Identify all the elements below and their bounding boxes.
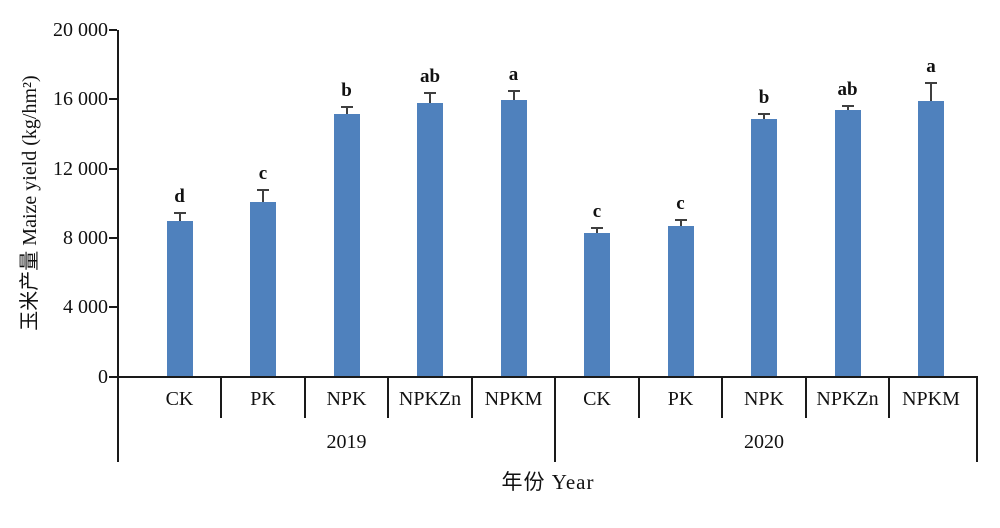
error-bar-cap (173, 211, 186, 214)
y-tick-mark (109, 167, 117, 170)
error-bar-cap (758, 113, 770, 116)
x-axis-title: 年份 Year (501, 470, 595, 494)
y-tick-mark (109, 29, 117, 31)
sig-letter: d (174, 185, 185, 207)
sig-letter: ab (837, 79, 858, 101)
table-left-border (117, 377, 119, 462)
cell-divider (888, 377, 891, 418)
error-bar (596, 229, 598, 233)
y-tick-mark (109, 98, 117, 101)
sig-letter: a (926, 55, 936, 77)
cell-divider (387, 377, 390, 418)
y-axis-title: 玉米产量 Maize yield (kg/hm²) (19, 75, 41, 331)
error-bar (262, 191, 264, 203)
y-tick-label: 12 000 (53, 157, 108, 180)
error-bar (178, 213, 181, 221)
x-axis-line (117, 376, 978, 378)
cell-divider (220, 377, 223, 418)
bar (166, 220, 193, 377)
category-label: PK (250, 388, 276, 410)
y-tick-mark (109, 306, 117, 309)
error-bar (345, 107, 348, 115)
sig-letter: ab (419, 66, 441, 88)
table-right-border (976, 377, 978, 462)
bar (751, 119, 777, 377)
year-label: 2020 (744, 431, 784, 453)
year-label: 2019 (326, 431, 367, 453)
error-bar-cap (841, 105, 854, 108)
y-tick-label: 4 000 (63, 296, 108, 319)
error-bar-cap (507, 89, 520, 92)
y-tick-label: 16 000 (53, 88, 108, 111)
y-tick-mark (109, 236, 117, 239)
sig-letter: b (341, 79, 352, 101)
category-label: NPKZn (398, 388, 462, 410)
cell-divider (470, 377, 473, 418)
bar (500, 100, 527, 377)
error-bar (763, 115, 765, 120)
cell-divider (303, 377, 306, 418)
bar (250, 202, 276, 377)
cell-divider (637, 377, 640, 418)
error-bar-cap (424, 92, 436, 95)
category-label: NPK (743, 388, 784, 410)
y-tick-label: 8 000 (63, 226, 108, 249)
y-tick-label: 20 000 (53, 19, 108, 41)
bar (918, 101, 944, 377)
error-bar-cap (591, 227, 603, 230)
category-label: NPKZn (816, 388, 879, 410)
error-bar-cap (257, 189, 269, 192)
sig-letter: b (758, 87, 770, 109)
error-bar-cap (925, 81, 937, 84)
error-bar-cap (674, 218, 687, 221)
bar (667, 225, 694, 377)
y-axis-line (117, 30, 119, 377)
bar (417, 102, 443, 377)
error-bar (679, 220, 682, 226)
error-bar-cap (340, 105, 353, 108)
error-bar (429, 94, 431, 103)
category-label: CK (165, 388, 194, 410)
error-bar (512, 91, 515, 101)
category-label: NPK (326, 388, 367, 410)
y-tick-label: 0 (98, 365, 108, 388)
category-label: NPKM (484, 388, 543, 410)
group-divider (554, 377, 557, 462)
cell-divider (721, 377, 724, 418)
category-label: NPKM (902, 388, 960, 410)
bar (333, 114, 360, 377)
y-tick-mark (109, 375, 117, 378)
category-label: CK (583, 388, 611, 410)
sig-letter: c (592, 201, 602, 223)
bar (584, 232, 610, 377)
error-bar (930, 83, 932, 102)
sig-letter: c (258, 163, 268, 185)
error-bar (846, 107, 849, 110)
bar (834, 109, 861, 377)
category-label: PK (667, 388, 694, 410)
sig-letter: a (508, 63, 519, 85)
cell-divider (804, 377, 807, 418)
sig-letter: c (676, 192, 685, 214)
